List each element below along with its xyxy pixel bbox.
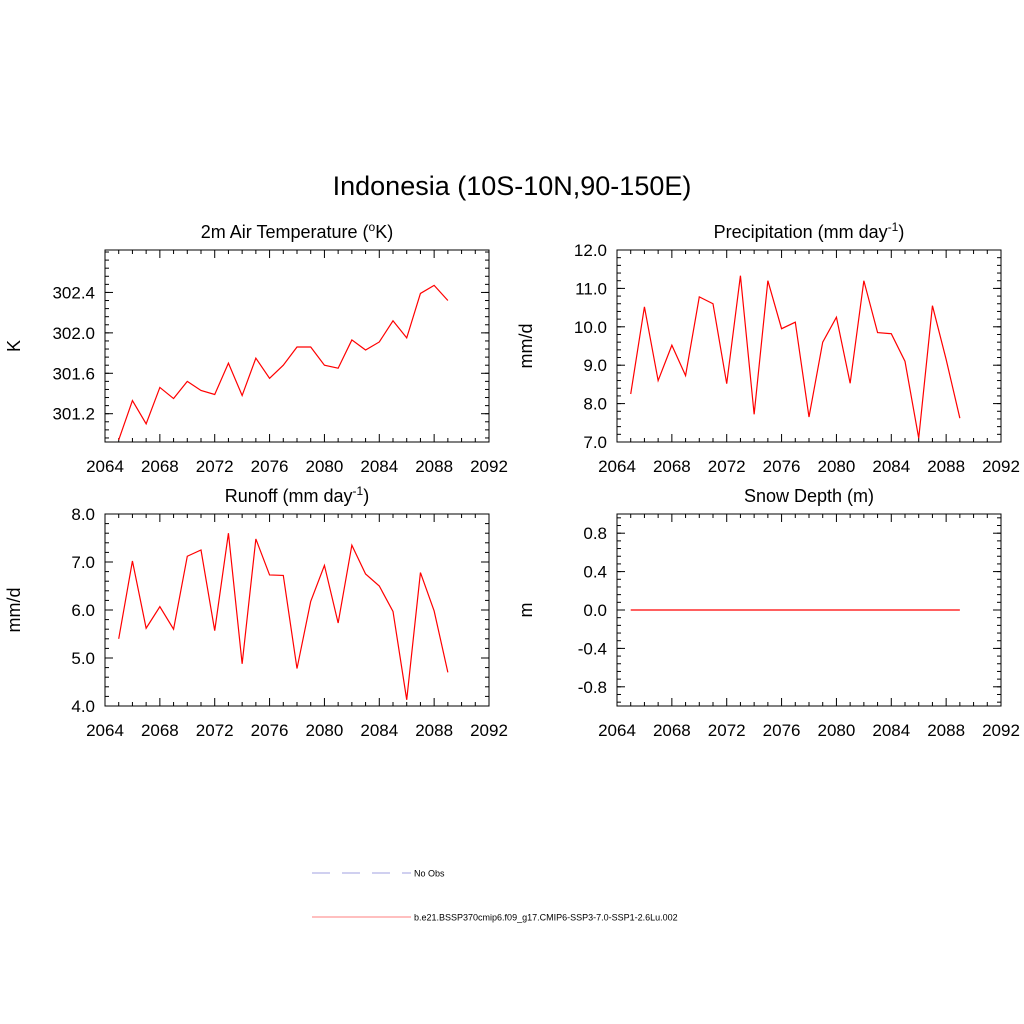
- panel-title: Precipitation (mm day-1): [714, 220, 905, 242]
- x-tick-label: 2088: [415, 721, 453, 740]
- main-title: Indonesia (10S-10N,90-150E): [333, 171, 692, 201]
- y-axis-label: m: [516, 603, 536, 618]
- chart-panel-3: Runoff (mm day-1) mm/d 4.0 5.0 6.0 7.0 8.0 2064…: [4, 484, 508, 740]
- chart-panel-1: 2m Air Temperature (oK) K 301.2 301.6 302.0 3…: [4, 220, 508, 476]
- y-tick-label: 302.4: [52, 283, 95, 302]
- legend-label-1: No Obs: [414, 869, 445, 879]
- x-tick-label: 2080: [818, 457, 856, 476]
- y-tick-label: 0.0: [583, 601, 607, 620]
- x-tick-label: 2068: [653, 457, 691, 476]
- y-tick-label: 7.0: [71, 553, 95, 572]
- x-tick-label: 2068: [653, 721, 691, 740]
- y-tick-label: 6.0: [71, 601, 95, 620]
- y-axis-label: mm/d: [4, 588, 24, 633]
- y-tick-label: 12.0: [574, 241, 607, 260]
- panel-title: Runoff (mm day-1): [225, 484, 369, 506]
- x-tick-label: 2064: [598, 457, 636, 476]
- x-tick-label: 2092: [982, 721, 1020, 740]
- chart-panels: 2m Air Temperature (oK) K 301.2 301.6 302.0 3…: [4, 220, 1020, 740]
- x-tick-label: 2068: [141, 457, 179, 476]
- x-tick-label: 2092: [470, 721, 508, 740]
- y-axis-label: mm/d: [516, 324, 536, 369]
- x-tick-label: 2080: [306, 457, 344, 476]
- y-tick-label: 8.0: [71, 505, 95, 524]
- y-tick-label: -0.4: [578, 639, 607, 658]
- x-tick-label: 2072: [708, 457, 746, 476]
- y-tick-label: 4.0: [71, 697, 95, 716]
- x-tick-label: 2076: [763, 721, 801, 740]
- x-tick-label: 2088: [927, 457, 965, 476]
- y-tick-label: 7.0: [583, 433, 607, 452]
- chart-panel-4: Snow Depth (m) m -0.8 -0.4 0.0 0.4 0.8 2064 2068…: [516, 486, 1020, 740]
- x-tick-label: 2068: [141, 721, 179, 740]
- series-line: [118, 284, 449, 441]
- x-tick-label: 2080: [306, 721, 344, 740]
- x-tick-label: 2064: [86, 721, 124, 740]
- x-tick-label: 2084: [360, 721, 398, 740]
- x-tick-label: 2084: [872, 721, 910, 740]
- y-tick-label: -0.8: [578, 678, 607, 697]
- x-tick-label: 2084: [872, 457, 910, 476]
- x-tick-label: 2092: [982, 457, 1020, 476]
- y-tick-label: 10.0: [574, 318, 607, 337]
- y-tick-label: 302.0: [52, 324, 95, 343]
- y-tick-label: 5.0: [71, 649, 95, 668]
- y-tick-label: 11.0: [575, 279, 607, 298]
- panel-title: 2m Air Temperature (oK): [201, 220, 393, 242]
- x-tick-label: 2092: [470, 457, 508, 476]
- series-line: [118, 533, 449, 700]
- x-tick-label: 2076: [251, 721, 289, 740]
- plot-frame: [104, 249, 490, 443]
- y-tick-label: 301.2: [52, 405, 95, 424]
- y-tick-label: 0.4: [583, 563, 607, 582]
- x-tick-label: 2076: [763, 457, 801, 476]
- legend: No Obs b.e21.BSSP370cmip6.f09_g17.CMIP6-S…: [312, 869, 678, 923]
- x-tick-label: 2084: [360, 457, 398, 476]
- series-line: [630, 275, 961, 439]
- y-axis-label: K: [4, 340, 24, 352]
- x-tick-label: 2072: [196, 457, 234, 476]
- panel-title: Snow Depth (m): [744, 486, 874, 506]
- x-tick-label: 2064: [86, 457, 124, 476]
- x-tick-label: 2076: [251, 457, 289, 476]
- y-tick-label: 301.6: [52, 364, 95, 383]
- x-tick-label: 2064: [598, 721, 636, 740]
- x-tick-label: 2072: [708, 721, 746, 740]
- y-tick-label: 8.0: [583, 395, 607, 414]
- x-tick-label: 2080: [818, 721, 856, 740]
- legend-label-2: b.e21.BSSP370cmip6.f09_g17.CMIP6-SSP3-7.…: [414, 913, 678, 923]
- y-tick-label: 0.8: [583, 524, 607, 543]
- x-tick-label: 2088: [927, 721, 965, 740]
- chart-panel-2: Precipitation (mm day-1) mm/d 7.0 8.0 9.0 10.…: [516, 220, 1020, 476]
- x-tick-label: 2072: [196, 721, 234, 740]
- x-tick-label: 2088: [415, 457, 453, 476]
- y-tick-label: 9.0: [583, 356, 607, 375]
